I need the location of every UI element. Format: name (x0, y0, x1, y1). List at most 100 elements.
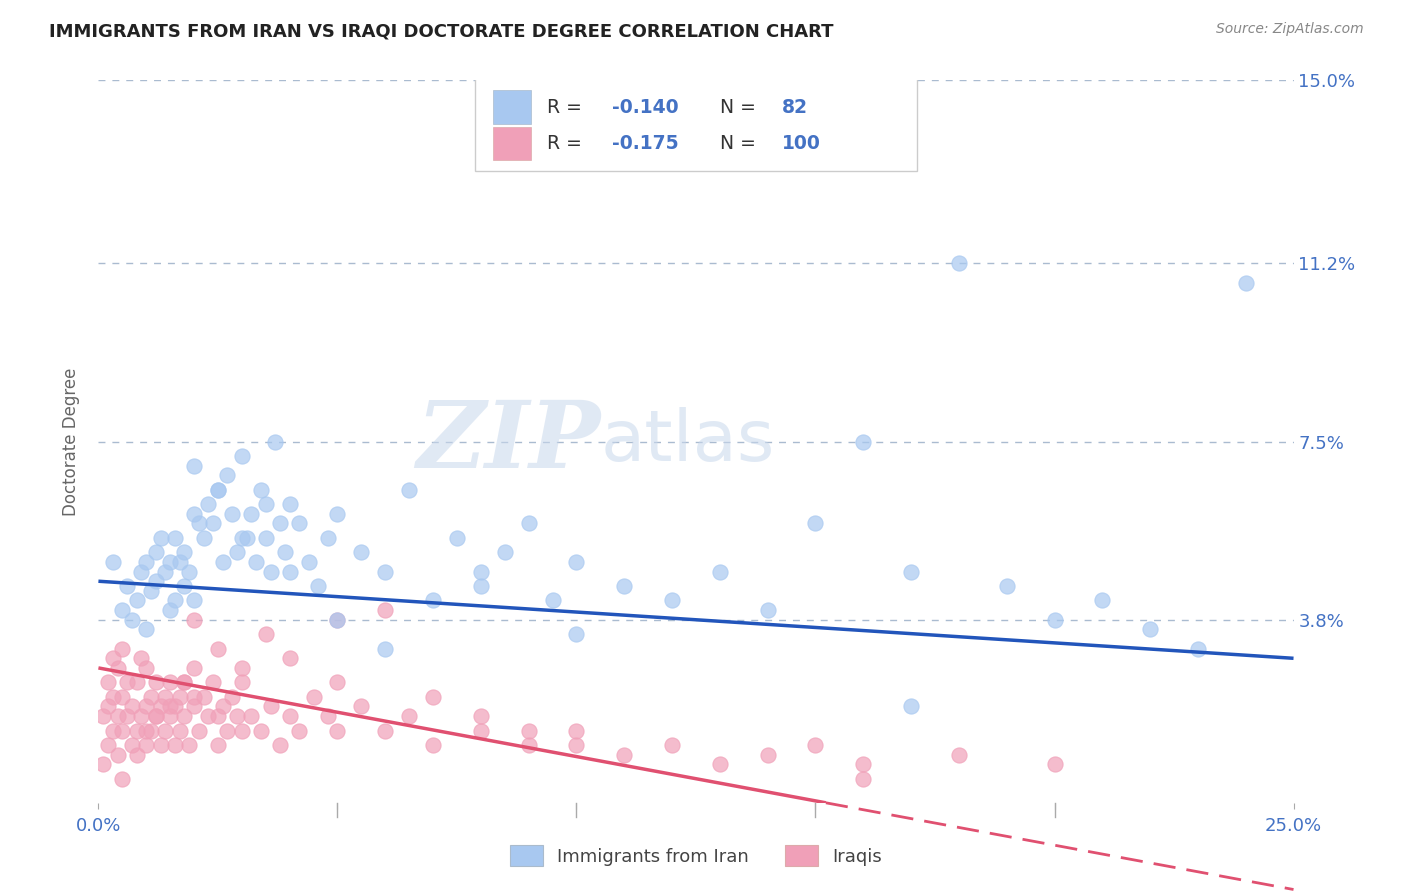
Point (155, 565, 177, 579)
Point (326, 613, 349, 627)
Point (163, 738, 186, 752)
Text: IMMIGRANTS FROM IRAN VS IRAQI DOCTORATE DEGREE CORRELATION CHART: IMMIGRANTS FROM IRAN VS IRAQI DOCTORATE … (49, 22, 834, 40)
FancyBboxPatch shape (475, 77, 917, 170)
Point (316, 531, 339, 545)
Point (350, 545, 373, 559)
Point (207, 483, 229, 497)
Point (145, 675, 167, 690)
Point (900, 699, 922, 714)
Point (179, 738, 201, 752)
Point (159, 603, 181, 617)
Point (115, 709, 138, 723)
Point (948, 747, 970, 762)
Point (661, 593, 683, 607)
Point (900, 565, 922, 579)
Point (183, 699, 205, 714)
Point (709, 565, 731, 579)
Point (139, 583, 162, 598)
Point (1187, 641, 1209, 656)
Point (135, 623, 157, 637)
Point (254, 497, 277, 511)
Text: R =: R = (547, 134, 588, 153)
Point (565, 627, 588, 641)
Point (217, 468, 239, 483)
Point (259, 699, 281, 714)
Point (183, 690, 205, 704)
Point (852, 757, 875, 772)
Point (115, 579, 138, 593)
Point (145, 709, 167, 723)
Text: atlas: atlas (600, 407, 775, 476)
Point (661, 738, 683, 752)
Point (202, 675, 225, 690)
Point (163, 531, 186, 545)
Text: ZIP: ZIP (416, 397, 600, 486)
Point (107, 747, 129, 762)
Point (278, 709, 301, 723)
Point (207, 738, 229, 752)
Point (111, 772, 134, 786)
Point (193, 690, 215, 704)
Point (613, 579, 636, 593)
Point (159, 709, 181, 723)
Point (111, 723, 134, 738)
Point (131, 565, 153, 579)
Point (187, 723, 209, 738)
Point (207, 641, 229, 656)
Point (288, 516, 311, 531)
Point (173, 709, 195, 723)
Point (374, 723, 396, 738)
Text: 100: 100 (782, 134, 821, 153)
Text: -0.140: -0.140 (613, 97, 679, 117)
Point (207, 483, 229, 497)
Point (250, 723, 273, 738)
Point (756, 603, 779, 617)
Point (446, 531, 468, 545)
Point (115, 675, 138, 690)
Point (121, 738, 143, 752)
Point (278, 497, 301, 511)
Point (173, 545, 195, 559)
Point (470, 565, 492, 579)
Point (422, 593, 444, 607)
FancyBboxPatch shape (494, 90, 531, 124)
Point (422, 738, 444, 752)
Point (183, 593, 205, 607)
Point (231, 723, 253, 738)
Point (995, 579, 1018, 593)
Point (145, 709, 167, 723)
Point (131, 651, 153, 665)
Point (163, 593, 186, 607)
Point (202, 516, 225, 531)
Point (197, 497, 219, 511)
Point (565, 555, 588, 569)
Point (169, 690, 191, 704)
Point (350, 699, 373, 714)
Point (804, 738, 827, 752)
Legend: Immigrants from Iran, Iraqis: Immigrants from Iran, Iraqis (503, 838, 889, 873)
Point (231, 449, 253, 463)
Point (125, 593, 148, 607)
Point (91, 757, 114, 772)
Point (97, 738, 120, 752)
Point (183, 507, 205, 521)
Point (139, 690, 162, 704)
Y-axis label: Doctorate Degree: Doctorate Degree (62, 368, 80, 516)
Point (307, 579, 329, 593)
Point (250, 483, 273, 497)
Point (269, 516, 291, 531)
Point (254, 627, 277, 641)
Point (1234, 276, 1257, 290)
Point (149, 738, 172, 752)
Point (217, 723, 239, 738)
Point (470, 709, 492, 723)
Point (173, 675, 195, 690)
Point (231, 531, 253, 545)
Point (517, 723, 540, 738)
Point (221, 507, 243, 521)
Point (169, 555, 191, 569)
Point (183, 458, 205, 473)
Point (852, 772, 875, 786)
Point (101, 555, 124, 569)
Point (211, 699, 233, 714)
